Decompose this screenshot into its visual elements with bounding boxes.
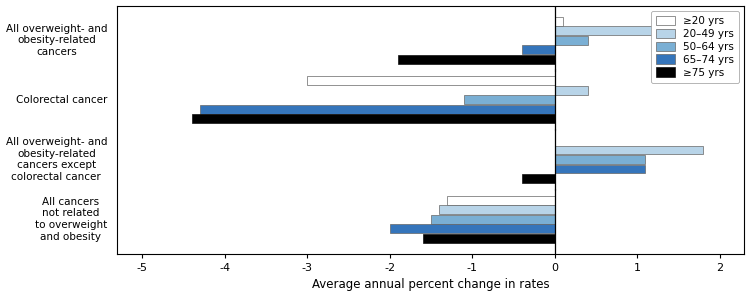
Bar <box>555 36 588 45</box>
Bar <box>464 95 555 104</box>
Bar <box>431 215 555 224</box>
Bar <box>555 155 646 164</box>
Bar <box>555 26 679 35</box>
Bar <box>398 55 555 64</box>
Bar <box>522 174 555 183</box>
Bar <box>555 165 646 173</box>
Bar <box>423 234 555 243</box>
Bar <box>200 105 555 114</box>
Bar <box>440 205 555 214</box>
Legend: ≥20 yrs, 20–49 yrs, 50–64 yrs, 65–74 yrs, ≥75 yrs: ≥20 yrs, 20–49 yrs, 50–64 yrs, 65–74 yrs… <box>651 11 740 83</box>
X-axis label: Average annual percent change in rates: Average annual percent change in rates <box>312 279 550 291</box>
Bar <box>448 196 555 205</box>
Bar <box>555 146 704 154</box>
Bar <box>390 224 555 233</box>
Bar <box>555 17 563 26</box>
Bar <box>308 77 555 85</box>
Bar <box>555 86 588 95</box>
Bar <box>522 45 555 54</box>
Bar <box>192 114 555 123</box>
